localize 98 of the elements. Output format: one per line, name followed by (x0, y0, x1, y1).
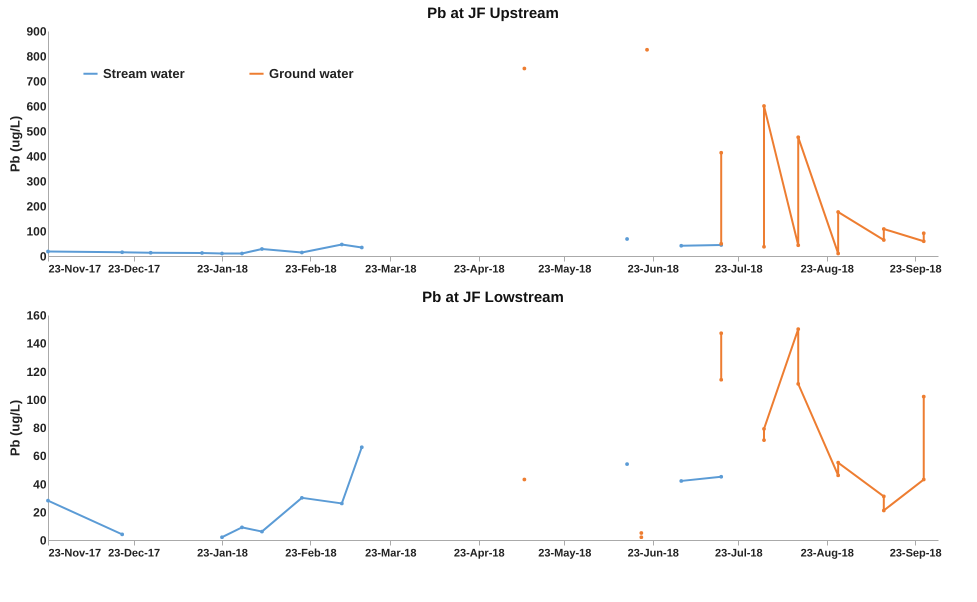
point (882, 227, 886, 231)
y-tick-label: 0 (40, 250, 47, 264)
point (340, 502, 344, 506)
point (260, 247, 264, 251)
x-tick-label: 23-Jul-18 (714, 548, 763, 560)
point (522, 66, 526, 70)
point (796, 135, 800, 140)
x-tick-label: 23-May-18 (538, 548, 592, 560)
point (922, 239, 926, 244)
x-tick-label: 23-Aug-18 (800, 264, 854, 276)
y-tick-label: 400 (26, 150, 47, 164)
point (148, 250, 153, 255)
point (796, 243, 800, 248)
point (645, 48, 649, 52)
point (46, 250, 50, 254)
y-tick-label: 40 (33, 477, 47, 492)
y-tick-label: 800 (26, 50, 47, 64)
x-tick-label: 23-Sep-18 (890, 264, 942, 276)
x-tick-label: 23-Nov-17 (48, 548, 102, 560)
x-tick-label: 23-Feb-18 (285, 548, 337, 560)
y-tick-label: 20 (33, 505, 47, 520)
y-tick-label: 100 (26, 392, 47, 407)
point (300, 496, 304, 500)
point (240, 525, 244, 530)
y-axis-title: Pb (ug/L) (7, 400, 22, 456)
point (625, 462, 629, 466)
x-tick-label: 23-Dec-17 (108, 548, 160, 560)
point (719, 331, 724, 336)
point (240, 252, 244, 256)
y-tick-label: 900 (26, 24, 47, 38)
y-tick-label: 140 (26, 336, 47, 351)
x-tick-label: 23-Aug-18 (800, 548, 854, 560)
point (220, 252, 224, 256)
x-tick-label: 23-Jul-18 (714, 264, 763, 276)
point (836, 210, 840, 214)
x-tick-label: 23-Apr-18 (454, 548, 505, 560)
x-tick-label: 23-Apr-18 (454, 264, 505, 276)
point (762, 427, 766, 431)
point (300, 250, 304, 254)
point (639, 531, 644, 535)
chart-title: Pb at JF Lowstream (422, 289, 564, 306)
y-tick-label: 500 (26, 124, 47, 138)
point (796, 327, 800, 331)
point (340, 242, 344, 246)
y-tick-label: 300 (26, 174, 47, 188)
point (882, 238, 886, 242)
point (260, 530, 264, 534)
point (762, 244, 766, 249)
point (200, 251, 204, 255)
point (762, 438, 766, 442)
point (120, 250, 124, 254)
legend-label: Ground water (269, 66, 354, 81)
point (836, 252, 840, 256)
point (719, 378, 724, 382)
x-tick-label: 23-Nov-17 (48, 264, 102, 276)
y-tick-label: 600 (26, 100, 47, 114)
point (882, 494, 886, 498)
x-tick-label: 23-Jun-18 (628, 264, 679, 276)
point (922, 231, 926, 236)
x-tick-label: 23-May-18 (538, 264, 592, 276)
y-tick-label: 200 (26, 200, 47, 214)
point (922, 394, 926, 398)
point (922, 478, 926, 482)
y-axis-title: Pb (ug/L) (7, 116, 22, 172)
y-tick-label: 100 (26, 224, 47, 238)
point (679, 479, 684, 483)
point (836, 473, 840, 478)
point (220, 535, 224, 540)
point (882, 508, 886, 512)
point (836, 460, 840, 465)
point (639, 535, 644, 540)
point (120, 532, 124, 536)
y-tick-label: 160 (26, 308, 47, 322)
x-tick-label: 23-Jan-18 (197, 548, 248, 560)
x-tick-label: 23-Feb-18 (285, 264, 337, 276)
point (360, 445, 364, 450)
point (719, 150, 724, 155)
x-tick-label: 23-Jun-18 (628, 548, 679, 560)
y-tick-label: 700 (26, 74, 47, 88)
x-tick-label: 23-Jan-18 (197, 264, 248, 276)
point (679, 244, 684, 248)
y-tick-label: 60 (33, 449, 47, 464)
point (762, 104, 766, 108)
x-tick-label: 23-Dec-17 (108, 264, 160, 276)
legend-label: Stream water (103, 66, 185, 81)
y-tick-label: 80 (33, 421, 47, 435)
point (625, 237, 629, 241)
x-tick-label: 23-Mar-18 (365, 264, 416, 276)
point (719, 474, 724, 479)
point (46, 498, 50, 502)
y-tick-label: 120 (26, 364, 47, 379)
chart-title: Pb at JF Upstream (427, 5, 559, 22)
point (522, 478, 526, 482)
y-tick-label: 0 (40, 534, 47, 548)
x-tick-label: 23-Sep-18 (890, 548, 942, 560)
x-tick-label: 23-Mar-18 (365, 548, 416, 560)
point (796, 382, 800, 386)
point (360, 246, 364, 250)
